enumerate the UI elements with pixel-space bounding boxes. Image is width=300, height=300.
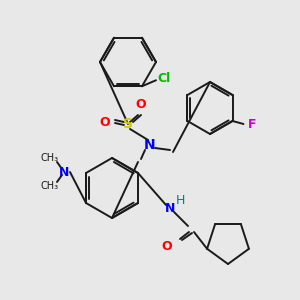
Text: O: O xyxy=(136,98,146,112)
Text: Cl: Cl xyxy=(158,72,171,85)
Text: O: O xyxy=(162,241,172,254)
Text: S: S xyxy=(123,117,133,131)
Text: O: O xyxy=(100,116,110,128)
Text: N: N xyxy=(165,202,175,214)
Text: H: H xyxy=(175,194,185,206)
Text: CH₃: CH₃ xyxy=(41,181,59,191)
Text: F: F xyxy=(248,118,257,131)
Text: N: N xyxy=(59,166,69,178)
Text: N: N xyxy=(144,138,156,152)
Text: CH₃: CH₃ xyxy=(41,153,59,163)
